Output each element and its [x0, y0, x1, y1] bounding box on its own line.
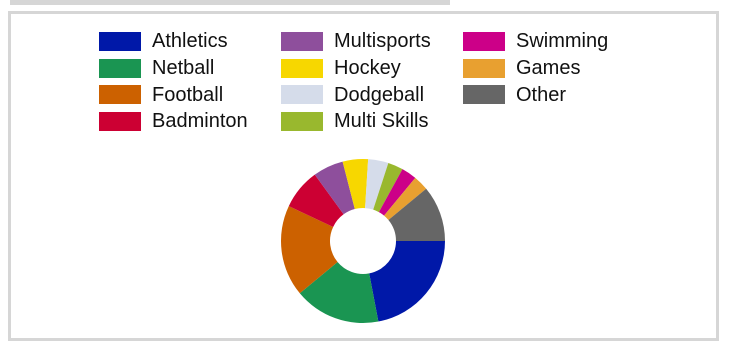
legend-label: Athletics	[152, 30, 228, 53]
top-divider-strip	[10, 0, 450, 5]
legend-label: Football	[152, 83, 224, 106]
slice-dodgeball	[365, 159, 389, 210]
slice-multisports	[314, 161, 355, 215]
legend-swatch	[463, 85, 505, 105]
legend-label: Dodgeball	[334, 83, 425, 106]
legend-label: Netball	[152, 57, 215, 80]
legend-item: Swimming	[463, 28, 623, 55]
legend-label: Swimming	[516, 30, 609, 53]
legend-item: Other	[463, 81, 623, 108]
slice-multi-skills	[373, 163, 403, 213]
legend-item: Games	[463, 55, 623, 82]
legend-swatch	[463, 31, 505, 51]
legend-label: Badminton	[152, 110, 248, 133]
legend-item: Multi Skills	[281, 108, 463, 135]
legend-item: Athletics	[99, 28, 281, 55]
slice-swimming	[378, 169, 416, 216]
legend-swatch	[99, 58, 141, 78]
legend-swatch	[281, 58, 323, 78]
legend-item: Hockey	[281, 55, 463, 82]
legend-swatch	[281, 111, 323, 131]
legend-item: Netball	[99, 55, 281, 82]
legend-swatch	[99, 85, 141, 105]
legend-item: Badminton	[99, 108, 281, 135]
legend-swatch	[281, 31, 323, 51]
legend-item: Dodgeball	[281, 81, 463, 108]
chart-legend: Athletics Netball Football Badminton Multisp…	[99, 28, 623, 135]
legend-label: Multi Skills	[334, 110, 429, 133]
legend-label: Multisports	[334, 30, 431, 53]
legend-swatch	[99, 31, 141, 51]
legend-swatch	[463, 58, 505, 78]
legend-item: Football	[99, 81, 281, 108]
legend-label: Games	[516, 57, 581, 80]
slice-football	[281, 206, 338, 294]
slice-badminton	[288, 174, 344, 227]
slice-other	[388, 188, 445, 241]
slice-netball	[299, 262, 379, 323]
slice-games	[384, 177, 427, 220]
legend-label: Hockey	[334, 57, 401, 80]
legend-swatch	[99, 111, 141, 131]
donut-chart	[281, 159, 445, 323]
slice-hockey	[342, 159, 369, 210]
slice-athletics	[369, 241, 445, 322]
legend-label: Other	[516, 83, 567, 106]
legend-swatch	[281, 85, 323, 105]
legend-item: Multisports	[281, 28, 463, 55]
